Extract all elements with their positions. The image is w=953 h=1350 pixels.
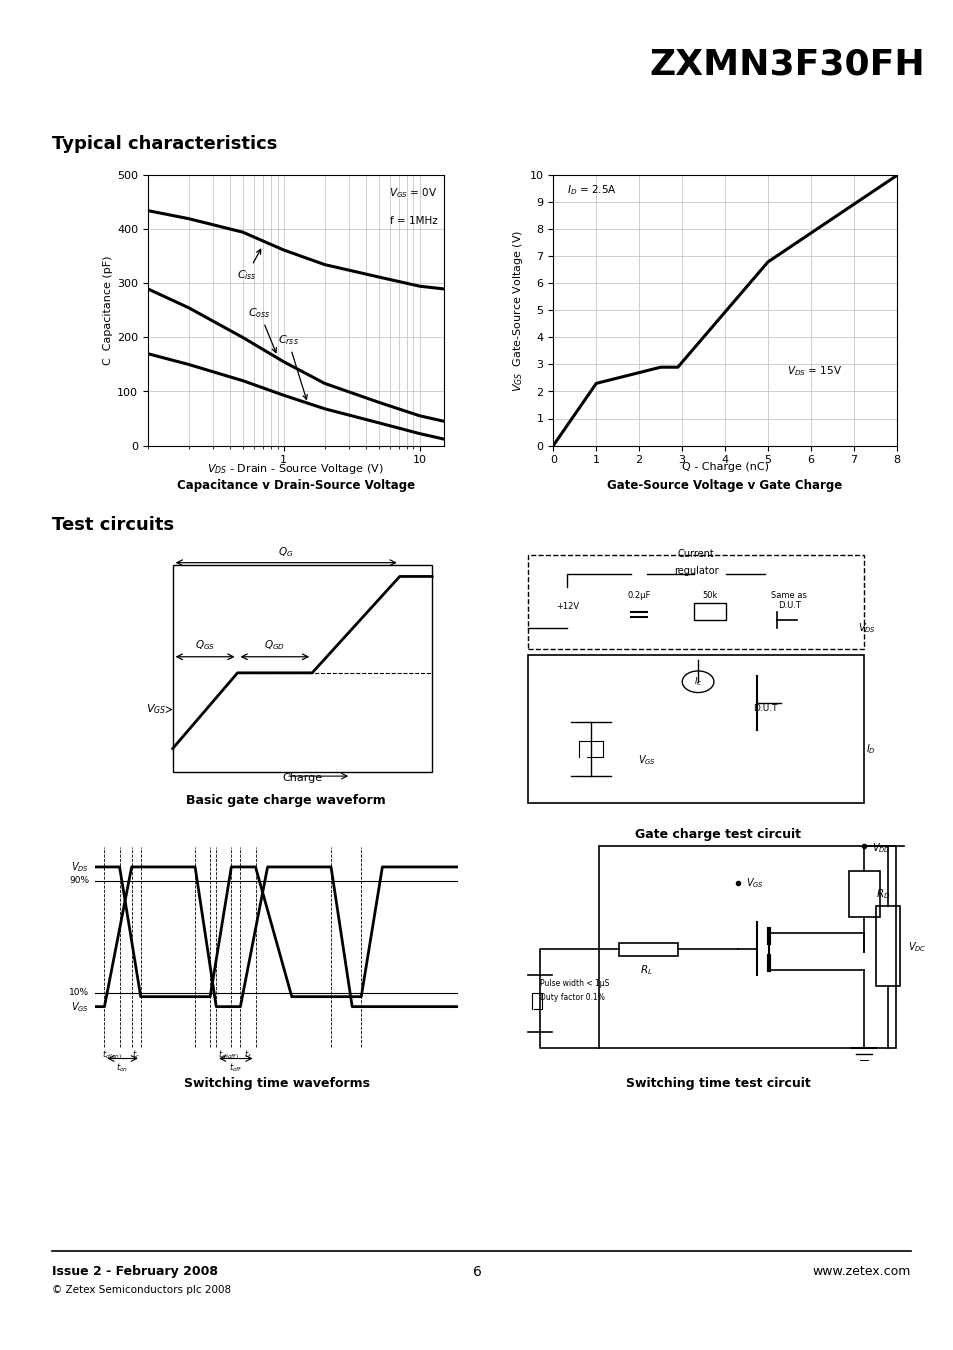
Bar	[527, 655, 863, 803]
Text: Typical characteristics: Typical characteristics	[52, 135, 277, 153]
Text: Gate-Source Voltage v Gate Charge: Gate-Source Voltage v Gate Charge	[607, 479, 841, 493]
Text: $R_D$: $R_D$	[875, 887, 890, 902]
Bar	[875, 906, 899, 986]
Text: Switching time test circuit: Switching time test circuit	[625, 1077, 810, 1091]
Bar	[527, 555, 863, 649]
Text: 10%: 10%	[70, 988, 90, 998]
Text: $V_{DS}$: $V_{DS}$	[858, 621, 875, 634]
Text: $V_{GS}$ = 0V: $V_{GS}$ = 0V	[389, 186, 437, 200]
Text: Capacitance v Drain-Source Voltage: Capacitance v Drain-Source Voltage	[176, 479, 415, 493]
Text: $V_{GS}$: $V_{GS}$	[637, 753, 655, 767]
Text: $C_{rss}$: $C_{rss}$	[277, 333, 307, 400]
Y-axis label: C  Capacitance (pF): C Capacitance (pF)	[103, 255, 112, 366]
Text: $R_L$: $R_L$	[639, 964, 653, 977]
Text: Q - Charge (nC): Q - Charge (nC)	[680, 462, 768, 471]
Text: $I_C$: $I_C$	[693, 675, 701, 688]
Text: $C_{oss}$: $C_{oss}$	[248, 306, 276, 352]
Text: $V_{DC}$: $V_{DC}$	[907, 940, 925, 954]
Text: Basic gate charge waveform: Basic gate charge waveform	[186, 794, 386, 807]
Text: $t_f$: $t_f$	[244, 1049, 252, 1061]
Text: $Q_G$: $Q_G$	[278, 545, 294, 559]
Text: $t_{d(off)}$: $t_{d(off)}$	[217, 1049, 238, 1062]
Text: $V_{GS}$: $V_{GS}$	[71, 1000, 90, 1014]
Text: Issue 2 - February 2008: Issue 2 - February 2008	[52, 1265, 218, 1278]
Bar	[618, 942, 678, 956]
Text: Duty factor 0.1%: Duty factor 0.1%	[539, 994, 604, 1002]
Text: Charge: Charge	[282, 774, 322, 783]
Text: 0.2µF: 0.2µF	[626, 591, 650, 599]
Text: $t_{off}$: $t_{off}$	[229, 1061, 242, 1075]
Text: $t_{on}$: $t_{on}$	[116, 1061, 129, 1075]
Text: +12V: +12V	[556, 602, 578, 610]
Text: $Q_{GD}$: $Q_{GD}$	[264, 639, 285, 652]
Text: $Q_{GS}$: $Q_{GS}$	[194, 639, 215, 652]
Text: $V_{DS}$ = 15V: $V_{DS}$ = 15V	[786, 364, 841, 378]
Y-axis label: $V_{GS}$  Gate-Source Voltage (V): $V_{GS}$ Gate-Source Voltage (V)	[511, 230, 525, 392]
Bar	[847, 872, 880, 918]
Bar	[598, 846, 895, 1048]
Text: $V_{DS}$ - Drain - Source Voltage (V): $V_{DS}$ - Drain - Source Voltage (V)	[207, 462, 384, 475]
Text: Current: Current	[677, 549, 714, 559]
Text: regulator: regulator	[673, 566, 718, 575]
Bar	[172, 564, 432, 772]
Text: $V_{GS}$: $V_{GS}$	[146, 702, 166, 717]
Text: Pulse width < 1µS: Pulse width < 1µS	[539, 979, 608, 988]
Bar	[694, 603, 725, 620]
Text: $t_{d(on)}$: $t_{d(on)}$	[102, 1049, 122, 1062]
Text: $V_{DD}$: $V_{DD}$	[871, 841, 890, 856]
Text: 50k: 50k	[701, 591, 717, 599]
Text: Same as
D.U.T: Same as D.U.T	[770, 591, 806, 610]
Text: $I_D$: $I_D$	[865, 743, 875, 756]
Text: f = 1MHz: f = 1MHz	[390, 216, 437, 225]
Text: $V_{DS}$: $V_{DS}$	[71, 860, 90, 873]
Text: D.U.T: D.U.T	[752, 705, 777, 713]
Text: 6: 6	[472, 1265, 481, 1278]
Text: Gate charge test circuit: Gate charge test circuit	[635, 828, 801, 841]
Text: Switching time waveforms: Switching time waveforms	[184, 1077, 369, 1091]
Text: $C_{iss}$: $C_{iss}$	[236, 250, 260, 282]
Text: $V_{GS}$: $V_{GS}$	[745, 876, 762, 890]
Text: $I_D$ = 2.5A: $I_D$ = 2.5A	[566, 184, 617, 197]
Text: $t_r$: $t_r$	[132, 1049, 140, 1061]
Text: © Zetex Semiconductors plc 2008: © Zetex Semiconductors plc 2008	[52, 1285, 232, 1295]
Text: Test circuits: Test circuits	[52, 516, 174, 533]
Text: ZXMN3F30FH: ZXMN3F30FH	[649, 47, 924, 81]
Text: www.zetex.com: www.zetex.com	[812, 1265, 910, 1278]
Text: 90%: 90%	[70, 876, 90, 886]
